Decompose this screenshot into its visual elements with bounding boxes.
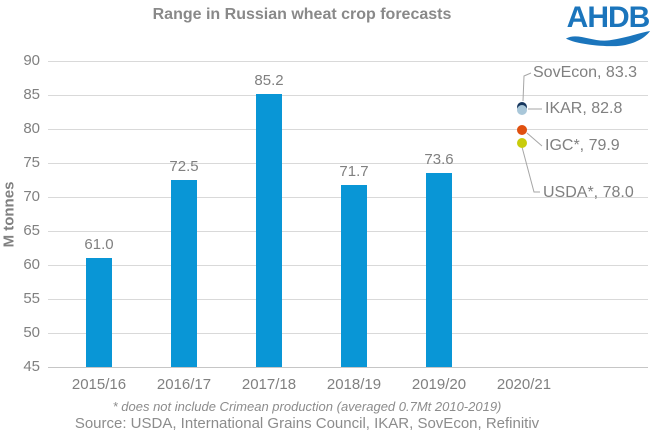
x-axis-label-2019-20: 2019/20: [411, 376, 467, 393]
x-axis-label-2017-18: 2017/18: [241, 376, 297, 393]
bar-value-label-2016/17: 72.5: [169, 158, 199, 175]
x-axis-label-2015-16: 2015/16: [71, 376, 127, 393]
leader-line-igc: [526, 132, 543, 147]
gridline-85: [48, 94, 648, 96]
chart-title: Range in Russian wheat crop forecasts: [152, 6, 452, 23]
y-tick-label-60: 60: [23, 256, 40, 273]
bar-2017/18: [256, 93, 282, 367]
bar-2016/17: [171, 180, 197, 367]
forecast-label-usda: USDA*, 78.0: [543, 184, 634, 201]
gridline-75: [48, 162, 648, 164]
x-axis-label-2016-17: 2016/17: [156, 376, 212, 393]
gridline-45: [48, 366, 648, 368]
y-tick-label-65: 65: [23, 222, 40, 239]
x-axis-label-2020-21: 2020/21: [496, 376, 552, 393]
leader-line-sovecon: [522, 72, 532, 102]
ahdb-logo: AHDB: [565, 3, 651, 47]
y-tick-label-75: 75: [23, 154, 40, 171]
x-axis-label-2018-19: 2018/19: [326, 376, 382, 393]
y-tick-label-85: 85: [23, 86, 40, 103]
bar-value-label-2019/20: 73.6: [424, 150, 454, 168]
leader-line-usda: [521, 146, 540, 193]
bar-2018/19: [341, 185, 367, 367]
forecast-label-sovecon: SovEcon, 83.3: [533, 64, 638, 81]
bar-2015/16: [86, 258, 112, 367]
forecast-dot-ikar: [517, 104, 527, 115]
forecast-label-igc: IGC*, 79.9: [545, 137, 620, 154]
ahdb-logo-text: AHDB: [566, 1, 651, 34]
bar-value-label-2015/16: 61.0: [84, 236, 114, 254]
chart-footnote: * does not include Crimean production (a…: [112, 399, 502, 414]
bar-value-label-2017/18: 85.2: [254, 71, 284, 89]
forecast-label-ikar: IKAR, 82.8: [545, 100, 623, 117]
ahdb-logo-wave-icon: [565, 31, 651, 47]
y-tick-label-50: 50: [23, 324, 40, 341]
bar-2019/20: [426, 172, 452, 367]
y-tick-label-45: 45: [23, 358, 40, 375]
bar-value-label-2018/19: 71.7: [339, 163, 369, 181]
forecast-dot-usda: [517, 137, 527, 148]
y-tick-label-70: 70: [23, 188, 40, 205]
y-tick-label-90: 90: [23, 52, 40, 69]
y-tick-label-80: 80: [23, 120, 40, 137]
gridline-90: [48, 60, 648, 62]
gridline-80: [48, 128, 648, 130]
forecast-dot-igc: [517, 124, 527, 135]
y-tick-label-55: 55: [23, 290, 40, 307]
chart-source: Source: USDA, International Grains Counc…: [74, 415, 540, 432]
